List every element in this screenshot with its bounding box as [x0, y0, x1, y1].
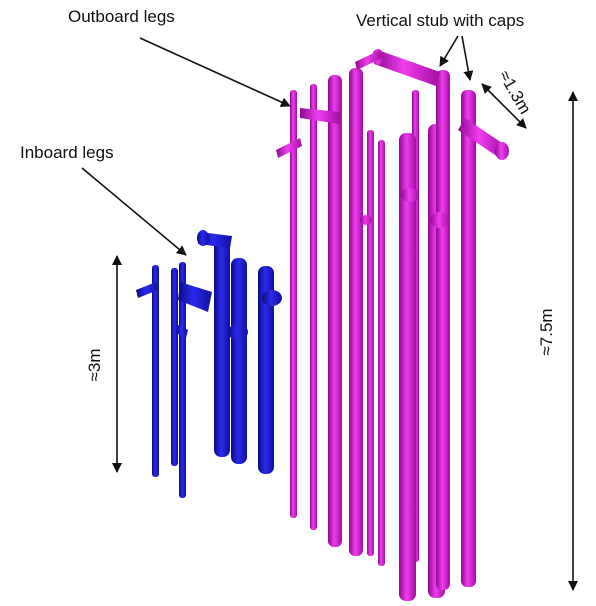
diagram: Outboard legs Vertical stub with caps In…: [0, 0, 596, 606]
outboard-legs: [276, 49, 509, 601]
label: Inboard legs: [20, 143, 114, 162]
pointer-arrow: [82, 168, 186, 255]
dimension-label: ≈3m: [85, 349, 104, 382]
dimension-label: ≈1.3m: [495, 67, 535, 117]
pointer-arrow: [440, 36, 458, 66]
pointer-arrow: [140, 38, 290, 106]
inboard-legs: [136, 230, 282, 498]
label: Outboard legs: [68, 7, 175, 26]
pointer-arrow: [462, 36, 470, 80]
dimension-label: ≈7.5m: [537, 308, 556, 355]
label: Vertical stub with caps: [356, 11, 524, 30]
